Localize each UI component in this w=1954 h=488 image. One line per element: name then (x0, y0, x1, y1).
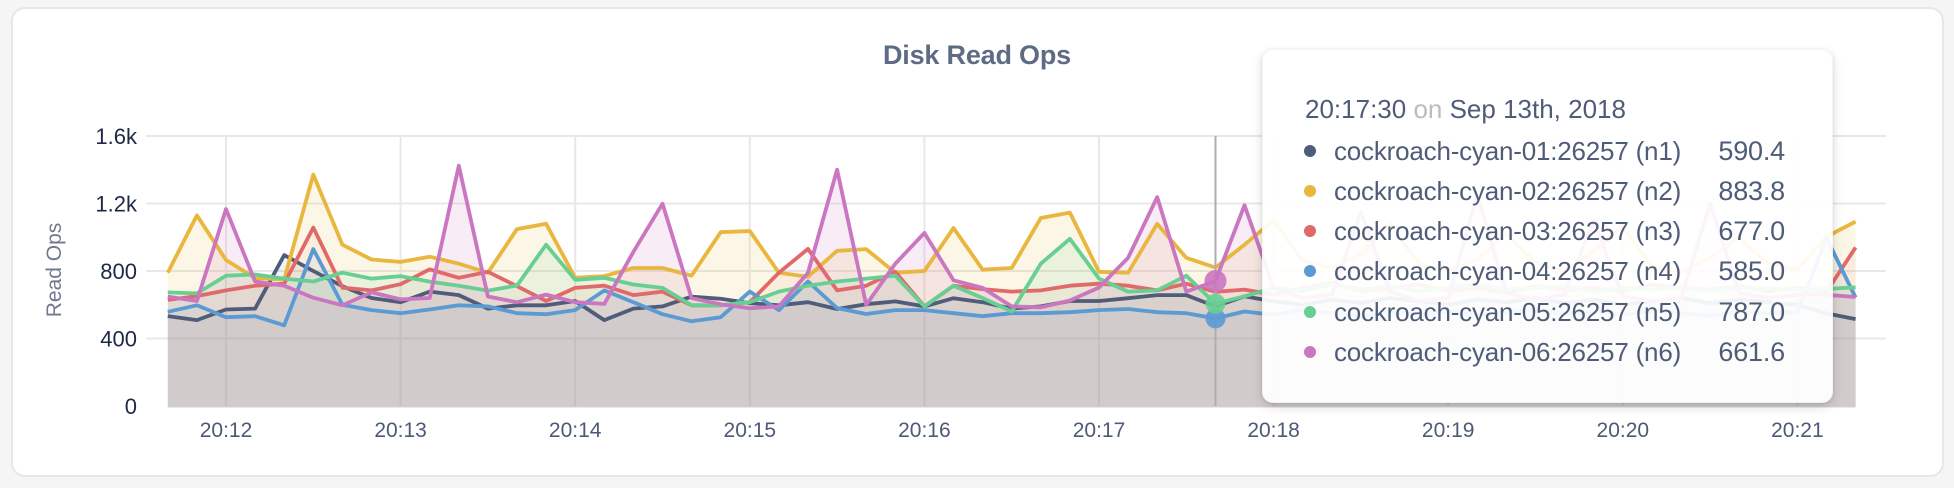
svg-text:0: 0 (125, 394, 137, 419)
svg-text:20:12: 20:12 (200, 419, 253, 442)
svg-text:20:21: 20:21 (1771, 419, 1824, 442)
svg-text:20:13: 20:13 (374, 419, 427, 442)
svg-text:400: 400 (100, 327, 137, 352)
svg-text:1.6k: 1.6k (95, 124, 138, 149)
svg-text:20:14: 20:14 (549, 419, 602, 442)
svg-text:20:16: 20:16 (898, 419, 951, 442)
svg-text:20:17: 20:17 (1073, 419, 1126, 442)
svg-text:20:19: 20:19 (1422, 419, 1475, 442)
svg-text:800: 800 (100, 259, 137, 284)
svg-text:1.2k: 1.2k (95, 192, 138, 217)
svg-text:20:15: 20:15 (724, 419, 777, 442)
svg-text:20:20: 20:20 (1597, 419, 1650, 442)
svg-text:20:18: 20:18 (1247, 419, 1300, 442)
svg-text:Read Ops: Read Ops (43, 223, 66, 318)
